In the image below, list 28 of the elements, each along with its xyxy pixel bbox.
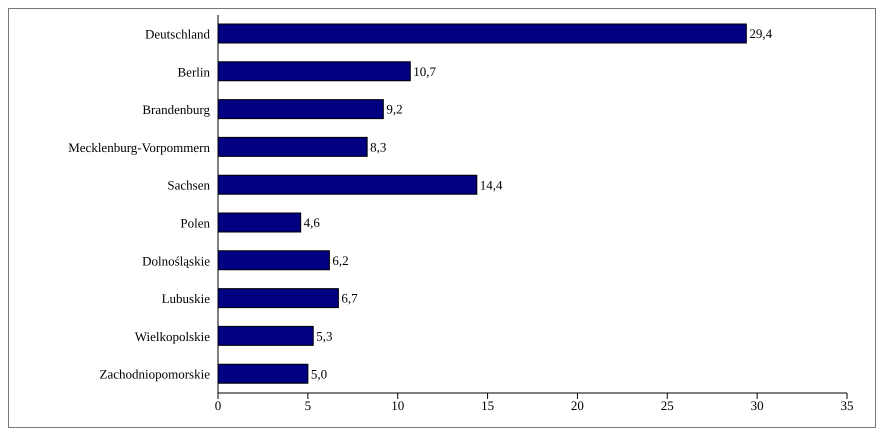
y-tick-label: Deutschland [145,26,210,42]
x-tick-label: 0 [214,398,222,414]
data-label: 5,3 [316,328,332,344]
x-tick-label: 35 [840,398,854,414]
data-label: 5,0 [310,366,328,382]
y-tick-label: Berlin [178,64,210,80]
y-tick-label: Dolnośląskie [142,253,210,268]
y-tick-label: Zachodniopomorskie [100,366,210,382]
y-tick-label: Brandenburg [142,102,210,118]
data-label: 14,4 [480,177,504,192]
y-tick-label: Mecklenburg-Vorpommern [68,140,210,155]
data-label: 4,6 [304,215,320,230]
x-tick-label: 30 [750,398,764,414]
data-label: 9,2 [386,102,403,117]
y-tick-label: Polen [180,216,210,231]
y-tick-label: Sachsen [167,178,210,193]
y-tick-label: Lubuskie [162,291,210,306]
data-label: 10,7 [413,64,437,79]
x-tick-label: 15 [481,398,494,414]
x-tick-label: 25 [660,398,674,414]
x-tick-label: 10 [391,398,404,414]
x-tick-label: 20 [570,398,584,414]
x-tick-label: 5 [304,398,312,414]
data-label: 29,4 [749,26,773,42]
y-tick-label: Wielkopolskie [134,328,210,344]
data-label: 8,3 [370,140,386,155]
data-label: 6,2 [332,252,349,268]
data-label: 6,7 [341,290,358,306]
